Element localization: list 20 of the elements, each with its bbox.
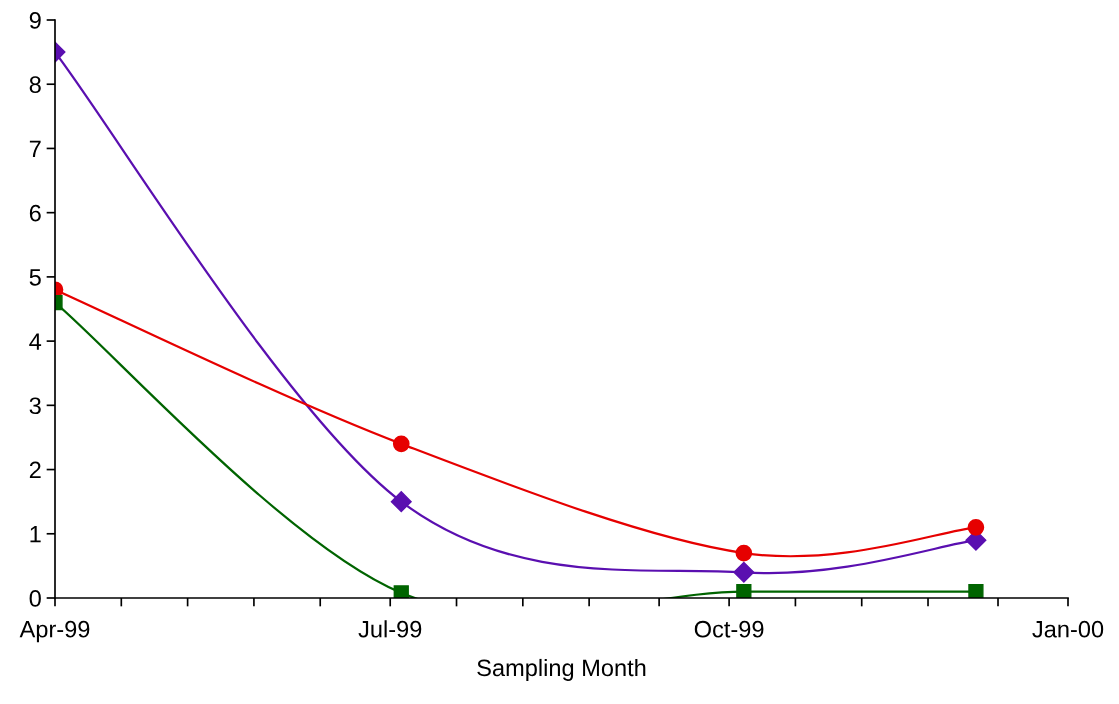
y-tick-label: 8 (29, 76, 41, 94)
y-tick-label: 6 (29, 204, 41, 222)
x-tick-label: Jul-99 (358, 620, 422, 638)
y-tick-label: 2 (29, 461, 41, 479)
y-tick-label: 5 (29, 269, 41, 286)
x-tick-label: Jan-00 (1032, 620, 1104, 638)
x-tick-label: Oct-99 (694, 620, 764, 638)
y-tick-label: 0 (29, 590, 41, 607)
point (735, 544, 753, 562)
y-tick-label: 7 (29, 140, 41, 157)
y-tick-label: 3 (29, 397, 41, 415)
point (733, 561, 755, 583)
y-tick-label: 9 (29, 12, 41, 29)
x-axis-title: Sampling Month (477, 658, 646, 681)
x-tick-label: Apr-99 (19, 620, 90, 643)
y-tick-label: 1 (30, 526, 41, 543)
point (967, 519, 985, 536)
y-tick-label: 4 (29, 333, 42, 350)
point (968, 583, 984, 598)
point (736, 583, 752, 598)
